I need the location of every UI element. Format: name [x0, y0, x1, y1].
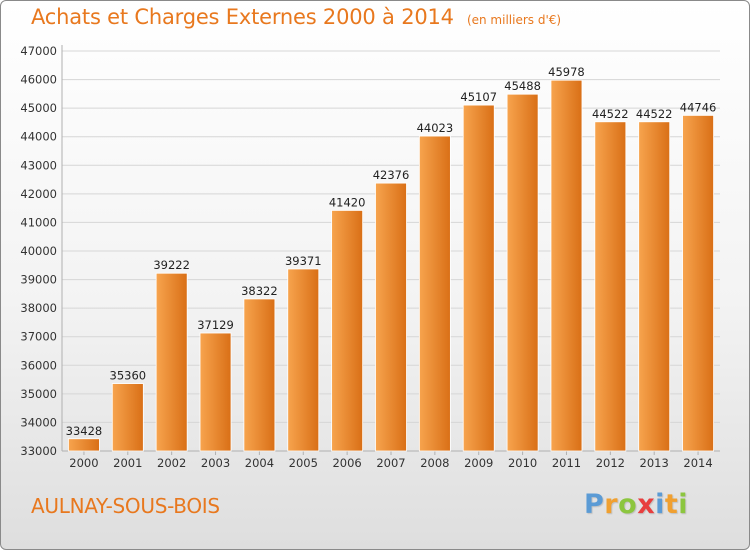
bar-value-label: 39371 — [285, 254, 322, 268]
x-tick-label: 2009 — [464, 456, 493, 470]
bar — [594, 121, 627, 452]
y-tick-label: 36000 — [20, 358, 57, 372]
proxiti-logo: Proxiti — [584, 489, 688, 520]
bar-value-label: 44522 — [592, 107, 629, 121]
x-tick-label: 2002 — [157, 456, 186, 470]
bar — [682, 115, 714, 452]
bar — [462, 104, 495, 452]
bar-value-label: 42376 — [373, 168, 410, 182]
bar-value-label: 37129 — [197, 318, 234, 332]
bar — [111, 383, 144, 452]
x-tick-label: 2014 — [683, 456, 712, 470]
bar — [155, 272, 188, 452]
city-name: AULNAY-SOUS-BOIS — [31, 494, 220, 518]
bar — [418, 135, 451, 452]
bar-value-label: 45488 — [504, 79, 541, 93]
y-tick-label: 44000 — [20, 130, 57, 144]
chart-title: Achats et Charges Externes 2000 à 2014 (… — [31, 5, 561, 29]
x-tick-label: 2003 — [201, 456, 230, 470]
bar — [638, 121, 671, 452]
bar-value-label: 45978 — [548, 65, 585, 79]
logo-letter: x — [637, 489, 656, 520]
y-tick-label: 40000 — [20, 244, 57, 258]
y-tick-label: 39000 — [20, 273, 57, 287]
bar-value-label: 44023 — [417, 121, 454, 135]
bar — [506, 93, 539, 452]
bar-value-label: 41420 — [329, 195, 366, 209]
x-tick-label: 2012 — [596, 456, 625, 470]
bar-value-label: 44522 — [636, 107, 673, 121]
x-tick-label: 2004 — [245, 456, 274, 470]
bar-value-label: 35360 — [110, 369, 147, 383]
x-tick-label: 2000 — [69, 456, 98, 470]
logo-letter: P — [584, 489, 605, 520]
x-tick-labels: 2000 2001 2002 2003 2004 2005 2006 2007 2008 2009… — [69, 456, 712, 470]
x-tick-label: 2008 — [420, 456, 449, 470]
bar — [243, 298, 276, 452]
y-tick-label: 45000 — [20, 101, 57, 115]
logo-letter: t — [664, 489, 679, 520]
y-tick-label: 37000 — [20, 330, 57, 344]
logo-letter: o — [618, 489, 638, 520]
y-tick-labels: 33000 34000 35000 36000 37000 38000 39000 40000… — [20, 44, 57, 458]
chart-unit-text: (en milliers d'€) — [466, 13, 562, 27]
y-tick-label: 47000 — [20, 44, 57, 58]
bar — [199, 332, 232, 452]
bar-value-label: 33428 — [66, 424, 103, 438]
bars — [68, 79, 714, 452]
bar-value-label: 44746 — [680, 100, 717, 114]
bar — [331, 210, 364, 452]
logo-letter: i — [655, 489, 665, 520]
bar — [68, 438, 100, 452]
x-tick-label: 2001 — [113, 456, 142, 470]
value-labels: 33428 35360 39222 37129 38322 39371 41420 42376… — [66, 65, 717, 438]
x-tick-label: 2006 — [332, 456, 361, 470]
bar — [375, 182, 407, 452]
chart-title-text: Achats et Charges Externes 2000 à 2014 — [31, 5, 454, 29]
y-tick-label: 33000 — [20, 444, 57, 458]
y-tick-label: 38000 — [20, 301, 57, 315]
y-tick-label: 34000 — [20, 415, 57, 429]
y-tick-label: 41000 — [20, 215, 57, 229]
x-tick-label: 2013 — [640, 456, 669, 470]
logo-letter: i — [678, 489, 689, 520]
logo-letter: r — [604, 489, 619, 520]
y-tick-label: 46000 — [20, 73, 57, 87]
y-tick-label: 35000 — [20, 387, 57, 401]
x-tick-label: 2011 — [552, 456, 581, 470]
bar-value-label: 38322 — [241, 284, 278, 298]
x-tick-label: 2005 — [289, 456, 318, 470]
x-tick-label: 2010 — [508, 456, 537, 470]
bar — [550, 79, 583, 452]
bar-value-label: 39222 — [153, 258, 190, 272]
bar — [287, 268, 320, 452]
y-tick-label: 42000 — [20, 187, 57, 201]
bar-value-label: 45107 — [460, 90, 497, 104]
x-tick-label: 2007 — [376, 456, 405, 470]
y-tick-label: 43000 — [20, 158, 57, 172]
